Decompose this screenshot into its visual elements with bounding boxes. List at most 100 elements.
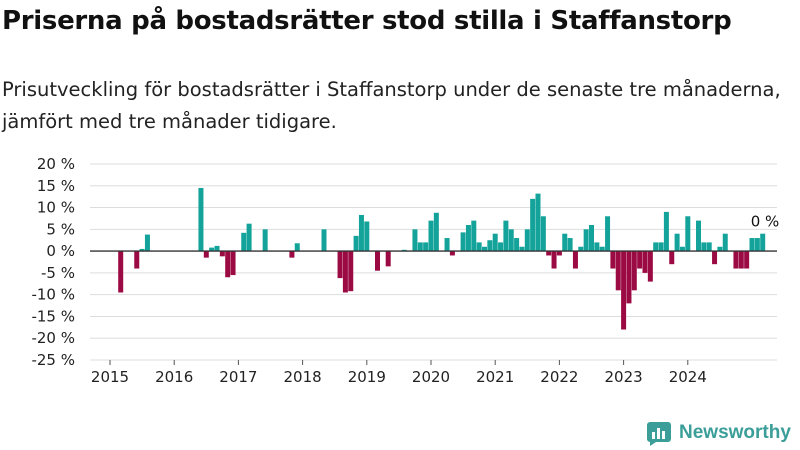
bar (722, 233, 728, 252)
bar (551, 251, 557, 269)
y-tick-label: -5 % (41, 264, 75, 282)
bar (241, 232, 247, 252)
bar (482, 246, 487, 252)
bar (706, 242, 712, 252)
bar-chart: 20 % 15 % 10 % 5 % 0 % -5 % -10 % -15 % -20 % -25… (31, 155, 780, 386)
y-tick-label: 5 % (46, 220, 75, 238)
x-axis-ticks: 2015 2016 2017 2018 2019 2020 2021 2022 2023 2024 (91, 360, 707, 386)
x-tick-label: 2022 (540, 368, 578, 386)
bar (139, 248, 145, 252)
bar (744, 251, 750, 269)
bar (562, 233, 568, 252)
bar (572, 251, 578, 269)
bar (412, 229, 418, 252)
bar (642, 251, 648, 273)
bar (674, 233, 680, 252)
bar (567, 238, 573, 252)
bar (663, 211, 669, 252)
bar (289, 251, 295, 258)
bar (626, 251, 632, 304)
bar (594, 242, 600, 252)
bar (428, 220, 434, 252)
x-tick-label: 2024 (669, 368, 707, 386)
annotation: 0 % (751, 213, 780, 231)
bar (471, 220, 477, 252)
bar (498, 242, 504, 252)
bar-series (118, 187, 766, 330)
x-tick-label: 2015 (91, 368, 129, 386)
y-tick-label: 15 % (37, 177, 75, 195)
bar (342, 251, 348, 293)
bar (530, 198, 536, 252)
bar (605, 216, 611, 252)
y-tick-label: 20 % (37, 155, 75, 173)
bar (476, 242, 482, 252)
x-tick-label: 2021 (476, 368, 514, 386)
bar (465, 224, 471, 252)
bar (503, 220, 509, 252)
chart-subtitle: Prisutveckling för bostadsrätter i Staff… (2, 78, 781, 133)
bar (294, 243, 300, 252)
bar (358, 214, 364, 252)
bar (337, 251, 343, 279)
last-value-label: 0 % (751, 213, 780, 231)
bar (685, 216, 691, 252)
bar (375, 251, 380, 271)
y-tick-label: -10 % (31, 286, 75, 304)
y-tick-label: 10 % (37, 199, 75, 217)
bar (225, 251, 231, 278)
bar-chart-logo-icon (647, 422, 671, 446)
bar (717, 246, 723, 252)
y-tick-label: -25 % (31, 351, 75, 369)
bar (460, 232, 466, 252)
y-axis-ticks: 20 % 15 % 10 % 5 % 0 % -5 % -10 % -15 % -20 % -25… (31, 155, 75, 369)
bar (219, 251, 225, 257)
bar (203, 251, 209, 258)
bar (760, 233, 766, 252)
bar (214, 245, 220, 252)
bar (749, 238, 755, 252)
bar (637, 251, 643, 269)
bar (621, 251, 627, 330)
x-tick-label: 2017 (219, 368, 257, 386)
bar (348, 251, 354, 292)
bar (417, 242, 423, 252)
x-tick-label: 2023 (605, 368, 643, 386)
bar (556, 251, 562, 256)
x-tick-label: 2020 (412, 368, 450, 386)
bar (615, 251, 621, 291)
bar (696, 220, 701, 252)
bar (321, 229, 327, 252)
bar (546, 251, 552, 256)
bar (653, 242, 659, 252)
chart-title: Priserna på bostadsrätter stod stilla i … (2, 6, 732, 36)
bar (492, 233, 498, 252)
bar (449, 251, 455, 256)
bar (669, 251, 675, 265)
bar (487, 240, 493, 252)
bar (433, 212, 439, 252)
bar (754, 238, 760, 252)
bar (701, 242, 707, 252)
bar (508, 229, 514, 252)
bar (230, 251, 236, 276)
bar (524, 229, 530, 252)
y-tick-label: -15 % (31, 307, 75, 325)
bar (535, 193, 541, 252)
bar (679, 246, 685, 252)
bar (246, 223, 252, 252)
bar (134, 251, 140, 269)
bar (144, 234, 150, 252)
bar (583, 229, 589, 252)
bar (262, 229, 268, 252)
bar (658, 242, 664, 252)
bar (385, 251, 391, 267)
bar (631, 251, 637, 291)
grid-lines (90, 163, 777, 361)
bar (519, 246, 525, 252)
bar (423, 242, 429, 252)
bar (209, 247, 215, 252)
bar (733, 251, 739, 269)
brand-logo: Newsworthy (646, 420, 791, 446)
x-tick-label: 2016 (155, 368, 193, 386)
